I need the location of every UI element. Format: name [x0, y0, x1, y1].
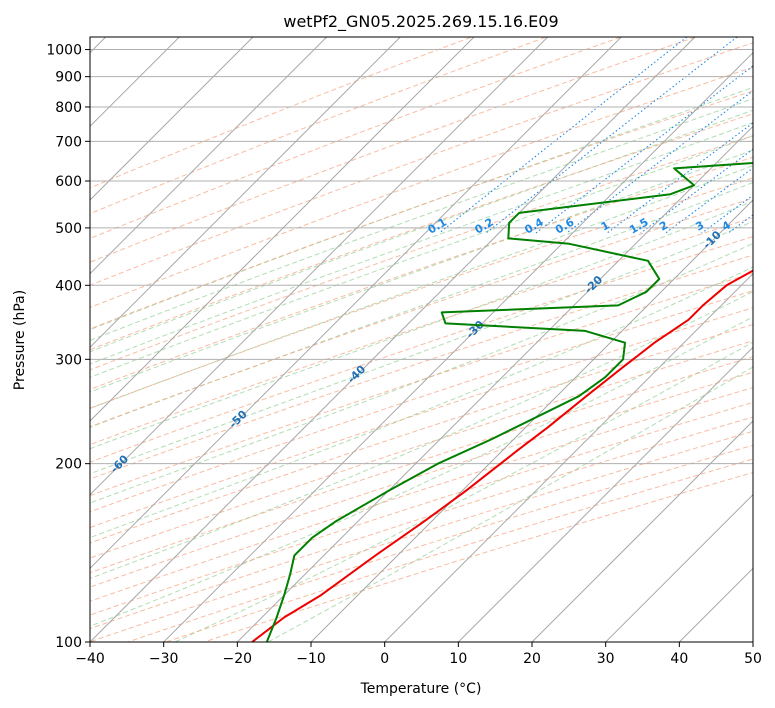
x-tick-label: 30 — [597, 651, 615, 667]
moist-adiabat-line — [267, 366, 753, 642]
isotherm-line — [310, 199, 753, 642]
moist-adiabat-line — [90, 149, 753, 393]
moist-adiabat-line — [90, 86, 753, 331]
y-tick-label: 700 — [55, 134, 82, 150]
dry-adiabat-line — [90, 156, 753, 390]
y-tick-label: 500 — [55, 221, 82, 237]
y-tick-label: 300 — [55, 352, 82, 368]
x-tick-label: 20 — [523, 651, 541, 667]
mixing-ratio-line — [701, 194, 753, 234]
dry-adiabats — [90, 37, 753, 642]
x-tick-label: −20 — [223, 651, 253, 667]
isotherm-line — [90, 37, 623, 570]
x-tick-label: −10 — [296, 651, 326, 667]
isotherm-line — [90, 37, 696, 642]
x-axis-ticks: −40 −30 −20 −10 0 10 20 30 40 50 — [75, 642, 762, 667]
isotherm-line — [90, 37, 549, 496]
dry-adiabat-line — [90, 66, 753, 309]
dry-adiabat-line — [90, 290, 753, 513]
moist-adiabat-line — [174, 341, 753, 642]
dry-adiabat-line — [90, 340, 753, 559]
dry-adiabat-line — [90, 135, 753, 371]
isotherm-line — [90, 37, 328, 275]
moist-adiabat-line — [90, 135, 753, 378]
chart-title: wetPf2_GN05.2025.269.15.16.E09 — [283, 12, 558, 32]
y-tick-label: 600 — [55, 174, 82, 190]
sounding-traces — [251, 162, 753, 642]
isotherm-line — [162, 51, 753, 642]
mixing-ratio-line — [566, 90, 753, 234]
mixing-ratio-lines — [438, 37, 753, 234]
moist-adiabat-line — [90, 98, 753, 341]
y-tick-label: 100 — [55, 635, 82, 651]
isotherm-line — [90, 37, 254, 201]
isotherm-line — [531, 420, 753, 642]
dry-adiabat-line — [126, 444, 753, 642]
dry-adiabat-line — [90, 37, 698, 263]
y-axis-label: Pressure (hPa) — [12, 290, 28, 390]
isotherm-line — [236, 125, 753, 642]
dry-adiabat-line — [90, 416, 753, 630]
dry-adiabat-line — [90, 401, 753, 616]
y-tick-label: 400 — [55, 278, 82, 294]
y-axis-ticks: 100 200 300 400 500 600 700 800 900 1000 — [46, 43, 90, 651]
mixing-ratio-line — [640, 148, 753, 234]
dry-adiabat-line — [90, 254, 753, 480]
y-tick-label: 800 — [55, 100, 82, 116]
dry-adiabat-line — [90, 430, 753, 642]
temperature-trace — [251, 269, 753, 642]
moist-adiabat-line — [90, 316, 753, 627]
dry-adiabat-line — [90, 307, 753, 529]
dry-adiabat-line — [90, 37, 548, 215]
dry-adiabat-line — [90, 113, 753, 351]
y-tick-label: 200 — [55, 457, 82, 473]
isotherm-line — [383, 272, 753, 642]
y-tick-label: 900 — [55, 70, 82, 86]
x-tick-label: 40 — [670, 651, 688, 667]
dry-adiabat-line — [90, 386, 753, 602]
pressure-gridlines — [90, 49, 753, 642]
moist-adiabat-line — [90, 242, 753, 504]
x-axis-label: Temperature (°C) — [360, 681, 482, 697]
x-tick-label: 0 — [380, 651, 389, 667]
isotherm-line — [90, 37, 475, 422]
moist-adiabat-line — [90, 109, 753, 353]
dry-adiabat-line — [90, 37, 623, 239]
dry-adiabat-line — [90, 236, 753, 463]
dry-adiabat-line — [90, 197, 753, 428]
plot-frame — [89, 36, 754, 643]
dewpoint-trace — [265, 162, 753, 642]
mixing-ratio-line — [438, 37, 688, 234]
isotherm-line — [457, 346, 753, 642]
isotherms — [90, 37, 753, 642]
dry-adiabat-line — [202, 471, 753, 642]
dry-adiabat-line — [90, 42, 753, 286]
dry-adiabat-line — [90, 356, 753, 574]
dry-adiabat-line — [90, 371, 753, 588]
x-tick-label: 10 — [449, 651, 467, 667]
isotherm-line — [604, 493, 753, 642]
moist-adiabats — [90, 86, 753, 642]
dry-adiabat-line — [164, 458, 753, 642]
x-tick-label: −40 — [75, 651, 105, 667]
moist-adiabat-line — [90, 266, 753, 539]
x-tick-label: 50 — [744, 651, 762, 667]
y-tick-label: 1000 — [46, 43, 82, 59]
moist-adiabat-line — [90, 291, 753, 579]
moist-adiabat-line — [90, 164, 753, 410]
mixing-ratio-line — [485, 37, 738, 234]
x-tick-label: −30 — [149, 651, 179, 667]
moist-adiabat-line — [90, 220, 753, 475]
dry-adiabat-line — [90, 90, 753, 330]
moist-adiabat-line — [90, 200, 753, 450]
